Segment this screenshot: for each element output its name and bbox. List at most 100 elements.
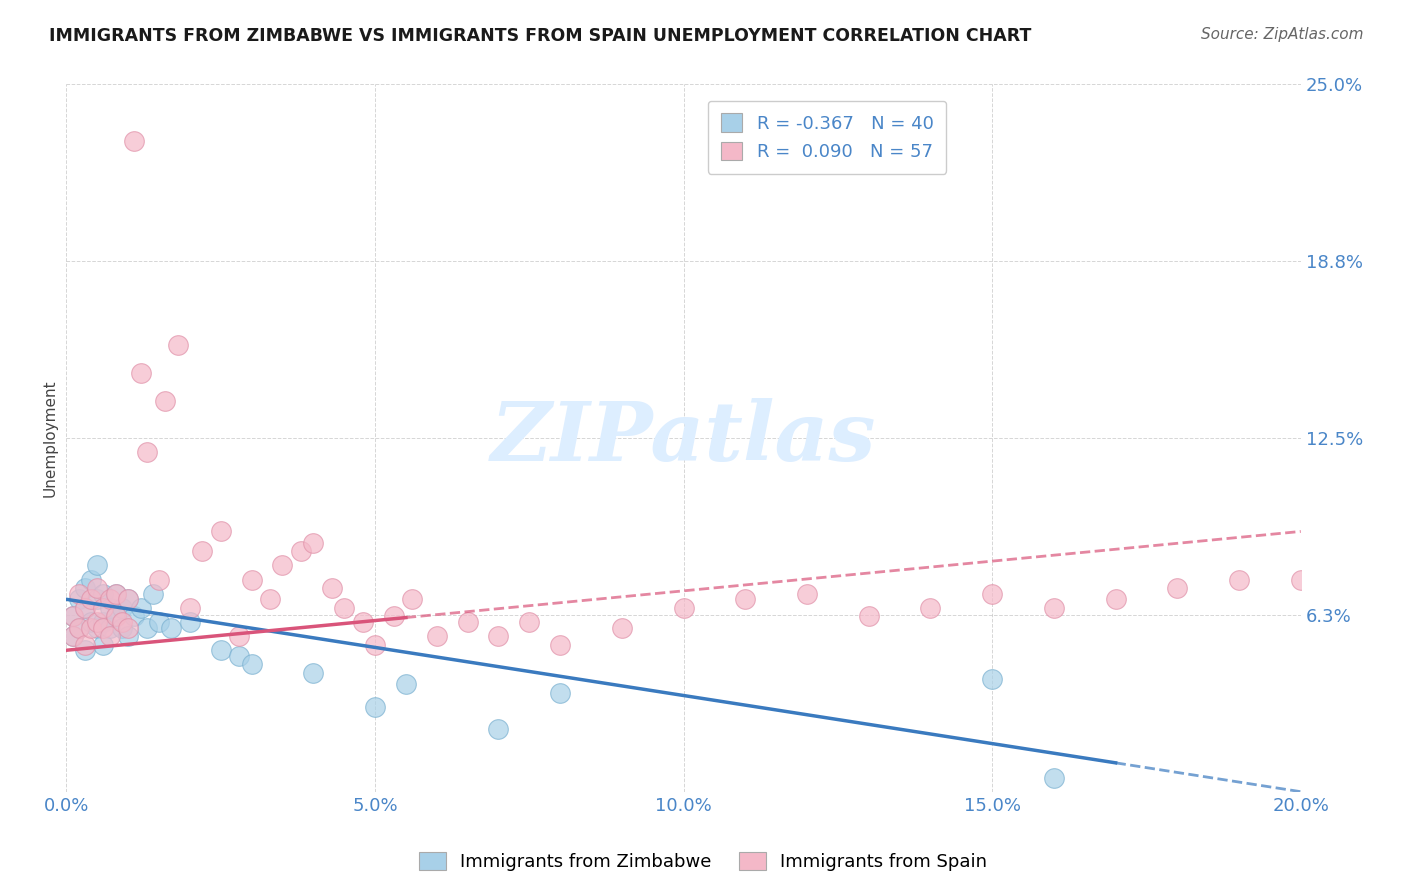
Point — [333, 600, 356, 615]
Point — [98, 592, 121, 607]
Point — [129, 600, 152, 615]
Point — [73, 600, 96, 615]
Point — [271, 558, 294, 573]
Point — [302, 665, 325, 680]
Point — [302, 535, 325, 549]
Point — [80, 573, 103, 587]
Point — [93, 600, 115, 615]
Point — [129, 366, 152, 380]
Point — [734, 592, 756, 607]
Point — [228, 648, 250, 663]
Point — [93, 615, 115, 629]
Point — [98, 621, 121, 635]
Point — [179, 615, 201, 629]
Point — [98, 629, 121, 643]
Point — [62, 629, 84, 643]
Point — [67, 621, 90, 635]
Point — [240, 573, 263, 587]
Point — [191, 544, 214, 558]
Point — [209, 643, 232, 657]
Point — [179, 600, 201, 615]
Point — [1104, 592, 1126, 607]
Point — [124, 609, 146, 624]
Point — [401, 592, 423, 607]
Point — [920, 600, 942, 615]
Point — [86, 558, 108, 573]
Text: Source: ZipAtlas.com: Source: ZipAtlas.com — [1201, 27, 1364, 42]
Point — [67, 592, 90, 607]
Point — [67, 621, 90, 635]
Text: ZIPatlas: ZIPatlas — [491, 398, 876, 478]
Point — [86, 621, 108, 635]
Point — [228, 629, 250, 643]
Point — [62, 609, 84, 624]
Point — [104, 609, 127, 624]
Point — [117, 592, 139, 607]
Point — [73, 638, 96, 652]
Point — [1166, 581, 1188, 595]
Point — [426, 629, 449, 643]
Y-axis label: Unemployment: Unemployment — [44, 379, 58, 497]
Point — [364, 699, 387, 714]
Point — [1043, 771, 1066, 785]
Point — [117, 621, 139, 635]
Point — [86, 581, 108, 595]
Point — [796, 587, 818, 601]
Point — [488, 723, 510, 737]
Point — [352, 615, 374, 629]
Point — [364, 638, 387, 652]
Point — [259, 592, 281, 607]
Point — [93, 587, 115, 601]
Point — [104, 587, 127, 601]
Point — [104, 609, 127, 624]
Point — [240, 657, 263, 672]
Point — [62, 629, 84, 643]
Point — [321, 581, 343, 595]
Point — [981, 672, 1004, 686]
Point — [93, 621, 115, 635]
Point — [124, 134, 146, 148]
Point — [1289, 573, 1312, 587]
Point — [148, 573, 170, 587]
Point — [80, 592, 103, 607]
Point — [117, 629, 139, 643]
Point — [858, 609, 880, 624]
Point — [86, 615, 108, 629]
Point — [1043, 600, 1066, 615]
Point — [395, 677, 418, 691]
Point — [166, 337, 188, 351]
Point — [488, 629, 510, 643]
Point — [672, 600, 695, 615]
Point — [382, 609, 405, 624]
Point — [135, 445, 157, 459]
Point — [209, 524, 232, 539]
Point — [457, 615, 479, 629]
Point — [548, 638, 571, 652]
Point — [517, 615, 540, 629]
Text: IMMIGRANTS FROM ZIMBABWE VS IMMIGRANTS FROM SPAIN UNEMPLOYMENT CORRELATION CHART: IMMIGRANTS FROM ZIMBABWE VS IMMIGRANTS F… — [49, 27, 1032, 45]
Point — [610, 621, 633, 635]
Point — [142, 587, 165, 601]
Point — [135, 621, 157, 635]
Point — [160, 621, 183, 635]
Point — [80, 615, 103, 629]
Point — [80, 621, 103, 635]
Point — [62, 609, 84, 624]
Point — [73, 581, 96, 595]
Point — [98, 600, 121, 615]
Point — [73, 600, 96, 615]
Point — [111, 621, 134, 635]
Point — [153, 394, 176, 409]
Point — [111, 600, 134, 615]
Point — [117, 592, 139, 607]
Point — [104, 587, 127, 601]
Point — [148, 615, 170, 629]
Point — [86, 592, 108, 607]
Point — [67, 587, 90, 601]
Legend: Immigrants from Zimbabwe, Immigrants from Spain: Immigrants from Zimbabwe, Immigrants fro… — [412, 845, 994, 879]
Legend: R = -0.367   N = 40, R =  0.090   N = 57: R = -0.367 N = 40, R = 0.090 N = 57 — [707, 101, 946, 174]
Point — [111, 615, 134, 629]
Point — [1227, 573, 1250, 587]
Point — [93, 638, 115, 652]
Point — [548, 686, 571, 700]
